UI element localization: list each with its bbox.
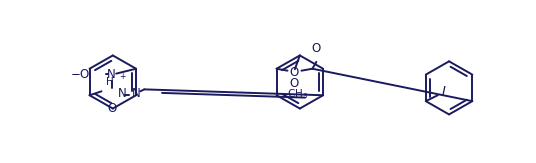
- Text: CH$_3$: CH$_3$: [287, 87, 308, 101]
- Text: O: O: [312, 42, 321, 55]
- Text: N: N: [107, 68, 115, 81]
- Text: I: I: [442, 85, 445, 98]
- Text: N: N: [132, 87, 140, 100]
- Text: N: N: [117, 87, 126, 100]
- Text: $-$O: $-$O: [70, 68, 90, 81]
- Text: H: H: [106, 77, 113, 87]
- Text: O: O: [290, 66, 299, 79]
- Text: O: O: [289, 77, 299, 90]
- Text: +: +: [119, 72, 125, 81]
- Text: O: O: [108, 102, 117, 115]
